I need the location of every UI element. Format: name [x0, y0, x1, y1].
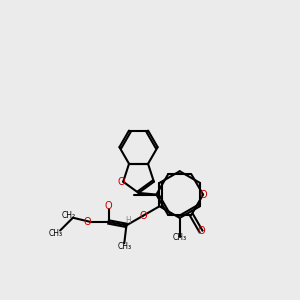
Text: O: O: [105, 201, 112, 211]
Text: O: O: [199, 190, 207, 200]
Text: CH₃: CH₃: [117, 242, 131, 251]
Text: CH₂: CH₂: [61, 211, 76, 220]
Text: O: O: [197, 226, 205, 236]
Text: O: O: [83, 217, 91, 227]
Text: H: H: [126, 216, 131, 225]
Text: O: O: [117, 177, 125, 187]
Text: CH₃: CH₃: [173, 232, 187, 242]
Text: O: O: [139, 211, 147, 221]
Text: CH₃: CH₃: [49, 230, 63, 238]
